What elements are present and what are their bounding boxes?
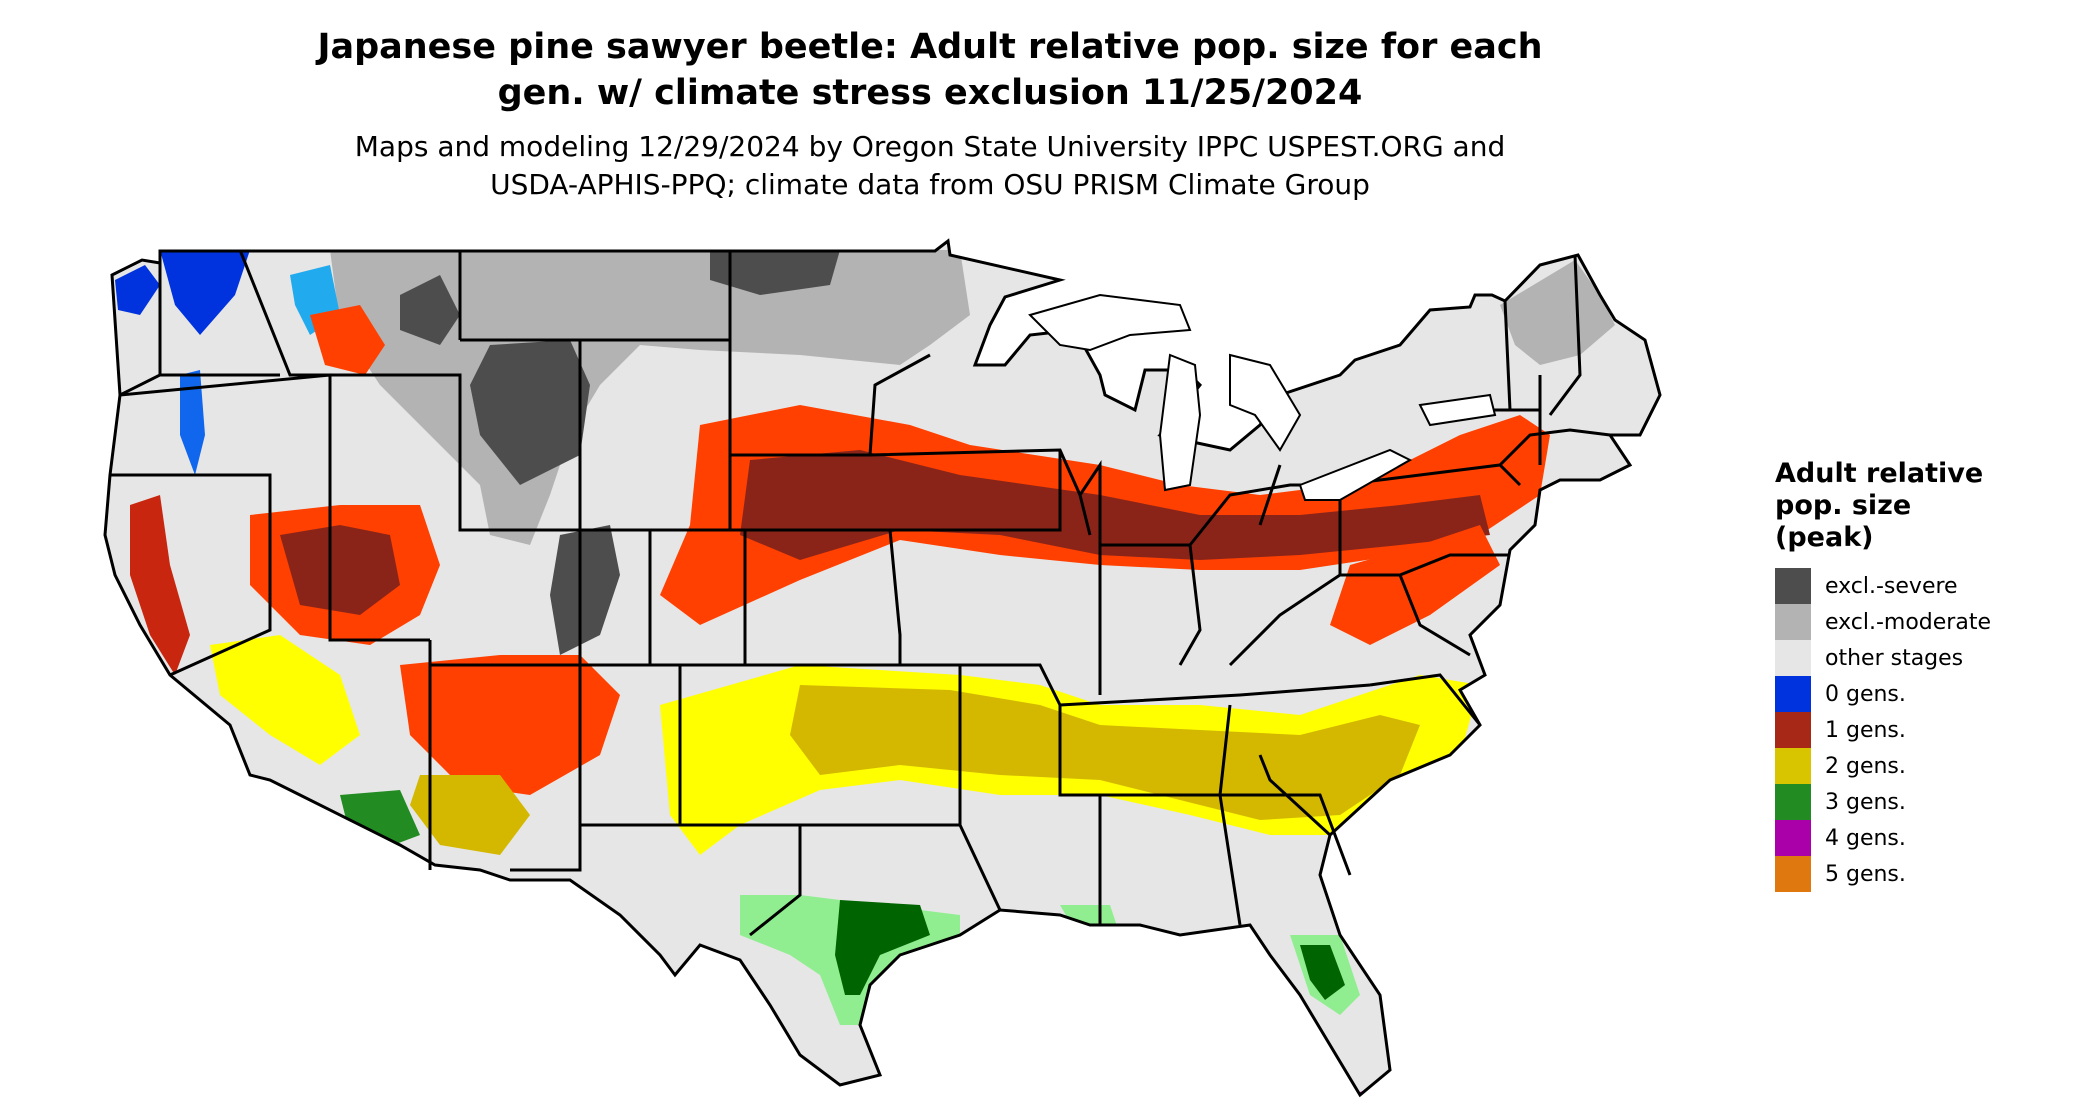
legend-swatch: [1775, 640, 1811, 676]
gen2-arizona: [410, 775, 530, 855]
gen2-california-valley: [210, 635, 360, 765]
gen0-cascades: [115, 265, 160, 315]
map-subtitle: Maps and modeling 12/29/2024 by Oregon S…: [0, 128, 1860, 204]
gen1-blue-mountains: [310, 305, 385, 375]
map-fill-layer: [105, 241, 1660, 1095]
legend-item-other-stages: other stages: [1775, 640, 1991, 676]
legend-title-line: Adult relative: [1775, 458, 1984, 489]
legend-label: excl.-moderate: [1825, 609, 1991, 635]
state-boundaries: [103, 239, 1662, 1097]
lake-erie: [1298, 448, 1413, 501]
lake-superior: [1028, 293, 1192, 352]
gen2-dark-core: [790, 685, 1420, 820]
legend-label: 4 gens.: [1825, 825, 1906, 851]
legend-item-2-gens: 2 gens.: [1775, 748, 1991, 784]
legend-label: excl.-severe: [1825, 573, 1958, 599]
excl-severe-nd: [710, 250, 840, 295]
legend-item-1-gens: 1 gens.: [1775, 712, 1991, 748]
excl-severe-montana: [400, 275, 460, 345]
legend-item-3-gens: 3 gens.: [1775, 784, 1991, 820]
us-map: [103, 239, 1662, 1097]
map-title-line-1: Japanese pine sawyer beetle: Adult relat…: [317, 27, 1543, 67]
legend-item-5-gens: 5 gens.: [1775, 856, 1991, 892]
legend-item-4-gens: 4 gens.: [1775, 820, 1991, 856]
gen1-dark-core: [740, 450, 1490, 560]
gen3-florida-dark: [1300, 945, 1345, 1000]
gen3-louisiana: [1060, 905, 1120, 940]
legend-title: Adult relative pop. size (peak): [1775, 458, 1991, 554]
gen0-oregon-cascades: [180, 370, 205, 475]
legend-title-line: pop. size: [1775, 490, 1912, 521]
legend-swatch: [1775, 820, 1811, 856]
legend-swatch: [1775, 712, 1811, 748]
legend-label: 1 gens.: [1825, 717, 1906, 743]
gen0-northern-rockies: [160, 250, 250, 335]
gen1-southwest-mountains: [400, 655, 620, 795]
map-title-line-2: gen. w/ climate stress exclusion 11/25/2…: [497, 73, 1363, 113]
great-lakes: [1028, 293, 1497, 501]
legend-item-0-gens: 0 gens.: [1775, 676, 1991, 712]
map-subtitle-line-2: USDA-APHIS-PPQ; climate data from OSU PR…: [490, 168, 1370, 201]
lake-michigan: [1158, 353, 1202, 492]
excl-severe-wyoming: [470, 340, 590, 485]
map-title: Japanese pine sawyer beetle: Adult relat…: [0, 24, 1860, 116]
legend-swatch: [1775, 676, 1811, 712]
legend: Adult relative pop. size (peak) excl.-se…: [1775, 458, 1991, 892]
excl-moderate-north: [330, 250, 970, 545]
legend-label: other stages: [1825, 645, 1964, 671]
map-subtitle-line-1: Maps and modeling 12/29/2024 by Oregon S…: [354, 130, 1506, 163]
legend-label: 2 gens.: [1825, 753, 1906, 779]
gen3-texas-dark: [835, 900, 930, 995]
legend-item-excl-severe: excl.-severe: [1775, 568, 1991, 604]
gen1-california-coast: [130, 495, 190, 675]
legend-swatch: [1775, 856, 1811, 892]
legend-swatch: [1775, 784, 1811, 820]
lake-ontario: [1418, 393, 1497, 427]
excl-moderate-new-england: [1500, 260, 1615, 365]
lake-huron: [1229, 353, 1302, 452]
legend-swatch: [1775, 748, 1811, 784]
legend-label: 0 gens.: [1825, 681, 1906, 707]
legend-swatch: [1775, 604, 1811, 640]
legend-title-line: (peak): [1775, 522, 1874, 553]
legend-label: 5 gens.: [1825, 861, 1906, 887]
legend-swatch: [1775, 568, 1811, 604]
legend-item-excl-moderate: excl.-moderate: [1775, 604, 1991, 640]
excl-severe-colorado: [550, 525, 620, 655]
gen1-great-basin-dark: [280, 525, 400, 615]
legend-label: 3 gens.: [1825, 789, 1906, 815]
